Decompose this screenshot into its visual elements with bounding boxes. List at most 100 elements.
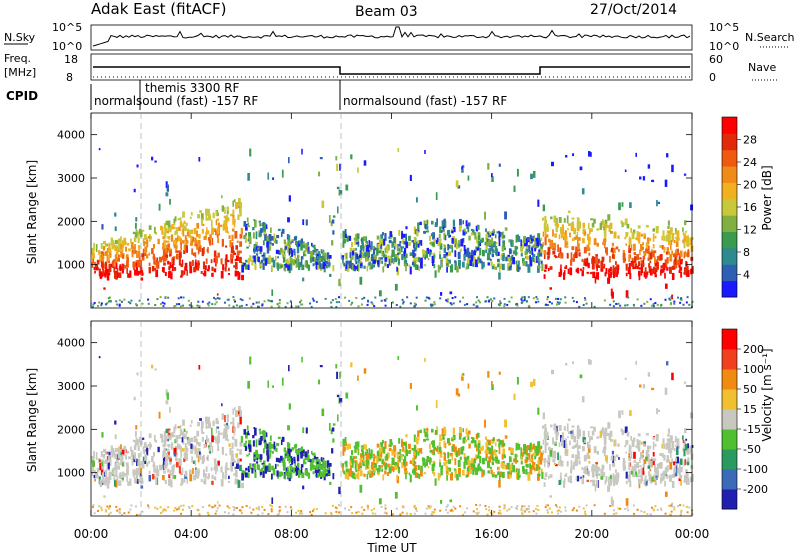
velocity-cell (628, 453, 631, 458)
velocity-cell (404, 467, 408, 472)
velocity-cell (552, 458, 556, 463)
power-cell (295, 257, 299, 266)
velocity-cell (91, 455, 95, 463)
power-cell (304, 243, 308, 250)
power-cell (96, 259, 100, 265)
power-cell (690, 268, 692, 275)
power-cell (296, 245, 300, 254)
power-cell (235, 304, 238, 307)
power-cell (379, 239, 383, 245)
power-cell (100, 302, 103, 305)
power-cell (531, 248, 534, 255)
power-cell (301, 303, 304, 306)
power-cell (300, 258, 303, 266)
velocity-cell (249, 356, 252, 365)
power-cell (267, 172, 270, 180)
velocity-cell (214, 504, 217, 507)
velocity-cell (266, 449, 269, 456)
velocity-cell (475, 433, 479, 440)
velocity-cell (576, 447, 579, 455)
velocity-cell (135, 476, 138, 482)
velocity-cell (382, 461, 386, 466)
power-cell (154, 160, 157, 163)
power-cell (643, 302, 646, 305)
power-cell (630, 262, 633, 267)
velocity-cell (491, 461, 495, 466)
velocity-cell (575, 509, 578, 512)
velocity-cell (318, 469, 320, 476)
velocity-cell (248, 452, 251, 455)
power-cell (330, 301, 333, 304)
power-cell (511, 254, 514, 258)
power-cell (344, 296, 347, 299)
velocity-cell (652, 509, 655, 512)
velocity-cell (446, 474, 448, 481)
power-cell (454, 296, 457, 299)
power-cell (440, 292, 443, 296)
velocity-cell (634, 471, 638, 477)
velocity-cell (371, 471, 374, 477)
velocity-cell (355, 511, 358, 514)
velocity-cell (199, 451, 201, 455)
velocity-cell (118, 511, 121, 514)
velocity-cell (498, 505, 501, 508)
velocity-cell (454, 446, 457, 453)
velocity-cell (495, 450, 498, 453)
velocity-cell (491, 453, 494, 461)
power-cell (669, 242, 672, 251)
power-cell (631, 232, 635, 240)
velocity-cell (198, 513, 201, 516)
velocity-cell (120, 513, 123, 516)
power-cell (433, 263, 436, 269)
velocity-cell (200, 478, 203, 483)
power-cell (556, 217, 558, 224)
power-cell (368, 261, 371, 266)
power-cell (674, 255, 678, 258)
velocity-cell (435, 448, 438, 452)
velocity-cell (684, 428, 687, 434)
velocity-cell (667, 459, 671, 463)
power-cell (425, 251, 428, 259)
power-cell (180, 296, 183, 299)
power-cell (628, 245, 631, 250)
power-cell (309, 251, 312, 255)
velocity-cell (213, 436, 217, 441)
power-cell (266, 235, 269, 241)
velocity-cell (613, 439, 616, 447)
power-cell (245, 232, 248, 236)
power-cell (318, 251, 321, 258)
power-cell (377, 263, 380, 268)
power-cell (274, 255, 277, 262)
velocity-cell (439, 434, 442, 442)
power-cell (510, 296, 513, 299)
power-cell (102, 245, 106, 251)
power-cell (639, 249, 641, 255)
power-cell (684, 220, 687, 226)
power-cell (463, 303, 466, 306)
velocity-cell (135, 468, 139, 473)
power-cell (543, 253, 546, 260)
power-cell (417, 240, 420, 244)
power-cell (271, 243, 274, 246)
velocity-cell (210, 467, 213, 472)
velocity-cell (380, 505, 383, 508)
velocity-cell (535, 507, 538, 510)
power-cell (271, 265, 273, 272)
velocity-cell (135, 425, 138, 430)
velocity-cell (629, 410, 632, 417)
power-cell (288, 195, 291, 202)
power-cell (538, 260, 540, 266)
power-cell (640, 263, 643, 267)
power-cell (365, 247, 368, 256)
velocity-cell (663, 444, 666, 449)
velocity-cell (288, 455, 291, 464)
velocity-cell (573, 462, 575, 470)
velocity-cell (477, 440, 481, 448)
power-cell (134, 244, 136, 250)
velocity-cell (439, 458, 441, 464)
power-cell (241, 264, 245, 273)
power-cell (238, 305, 241, 308)
velocity-cell (91, 506, 94, 509)
velocity-cell (114, 480, 116, 487)
power-cell (180, 238, 182, 245)
